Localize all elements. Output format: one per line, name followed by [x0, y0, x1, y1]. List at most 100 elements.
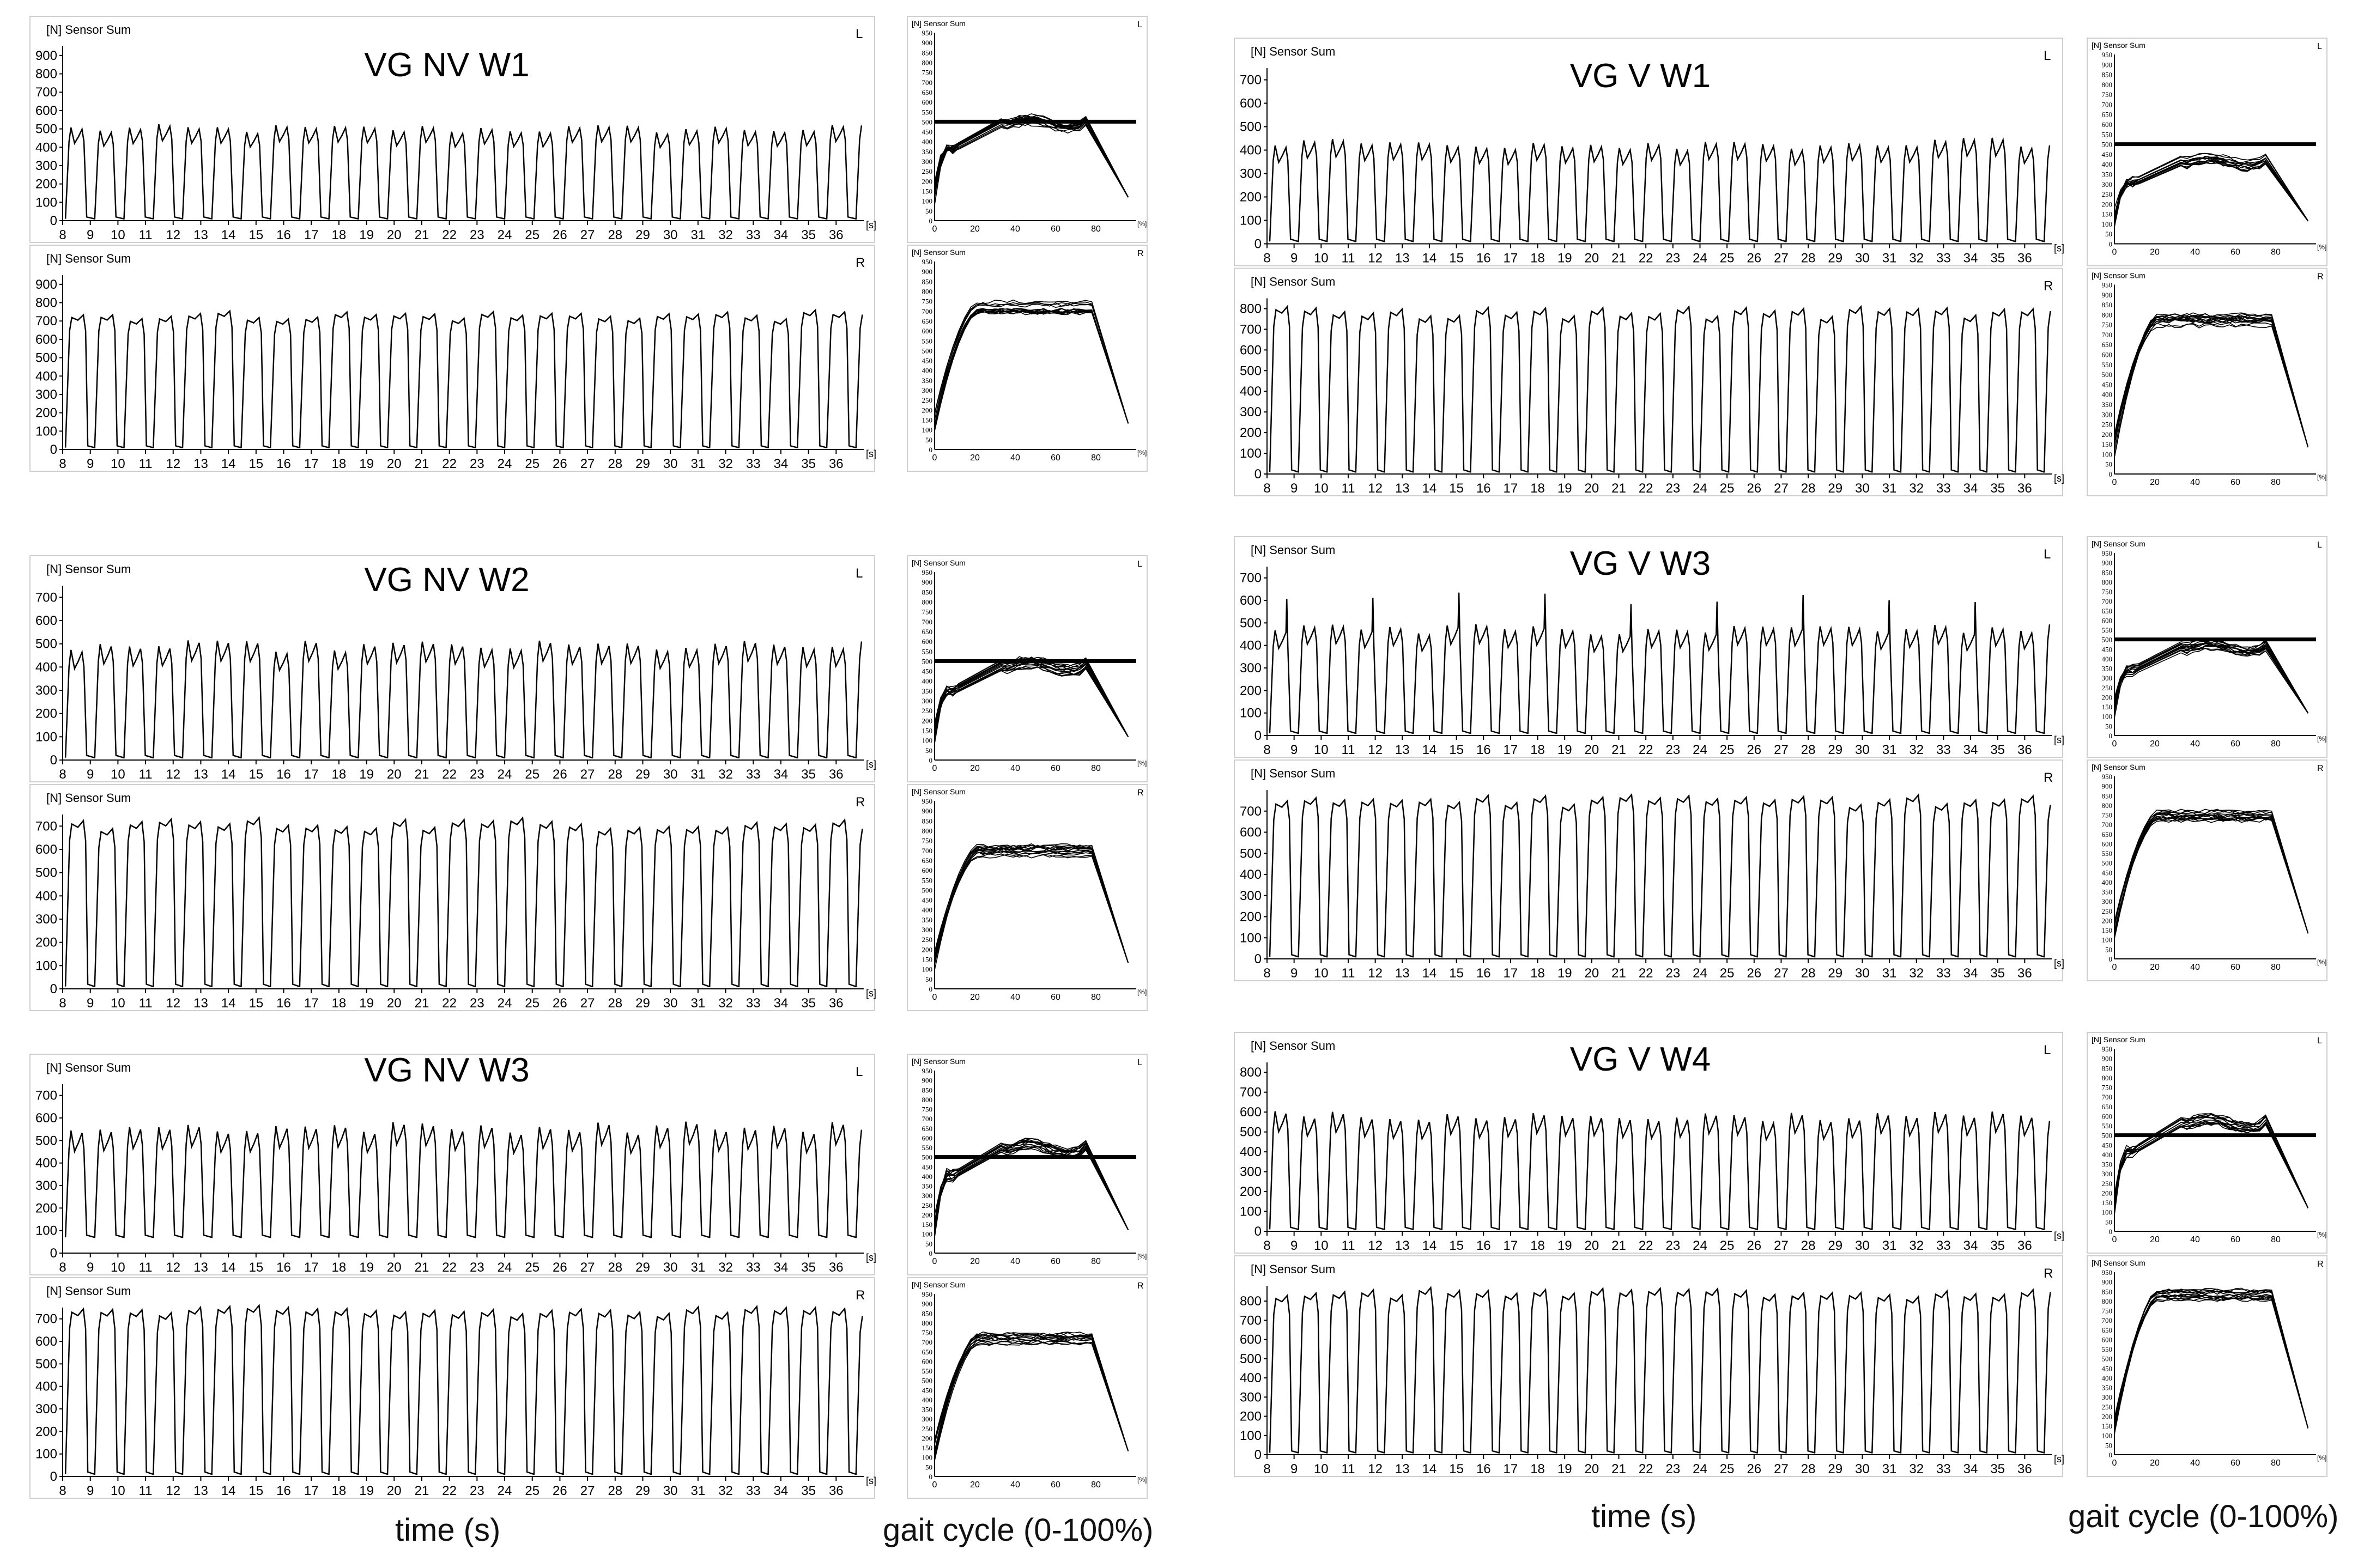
x-tick-label: 36	[2017, 1462, 2032, 1476]
gait-y-tick-label: 50	[2105, 1441, 2112, 1449]
gait-y-tick-label: 550	[2102, 849, 2113, 858]
time-plot-L: [N] Sensor Sum L 0 100 200 300 400 500 600 700 8 9 1…	[29, 1054, 876, 1275]
gait-plot-L: [N] Sensor Sum L0501001502002503003504004…	[2087, 536, 2327, 758]
x-tick-label: 36	[829, 1260, 844, 1275]
y-tick-label: 700	[35, 819, 57, 834]
y-tick-label: 300	[35, 1178, 57, 1193]
x-tick-label: 33	[746, 996, 761, 1011]
y-tick-label: 100	[35, 958, 57, 973]
gait-y-tick-label: 100	[2102, 1208, 2113, 1217]
x-tick-label: 13	[1395, 1238, 1410, 1253]
gait-y-tick-label: 250	[2102, 1180, 2113, 1188]
gait-y-tick-label: 600	[922, 866, 933, 874]
gait-y-tick-label: 450	[2102, 150, 2113, 159]
gait-y-tick-label: 550	[922, 876, 933, 884]
y-tick-label: 0	[50, 1246, 57, 1261]
x-tick-label: 35	[1990, 481, 2005, 496]
gait-y-tick-label: 800	[922, 1319, 933, 1327]
y-tick-label: 0	[50, 982, 57, 996]
panel-3: VG NV W3[N] Sensor Sum L01002003004005006…	[29, 1052, 1148, 1499]
gait-y-tick-label: 850	[2102, 568, 2113, 576]
gait-y-tick-label: 950	[2102, 773, 2113, 781]
gait-y-tick-label: 750	[2102, 1307, 2113, 1315]
gait-cycle-curve	[2114, 642, 2308, 714]
x-tick-label: 17	[1504, 1238, 1518, 1253]
gait-y-tick-label: 0	[2109, 732, 2113, 740]
gait-y-tick-label: 50	[2105, 460, 2112, 469]
x-tick-label: 32	[718, 1484, 733, 1498]
x-tick-label: 35	[801, 1260, 816, 1275]
x-tick-label: 16	[1476, 1238, 1491, 1253]
gait-y-tick-label: 950	[922, 568, 933, 576]
y-tick-label: 500	[35, 1357, 57, 1371]
gait-cycle-curve	[2114, 1289, 2308, 1429]
x-tick-label: 25	[1720, 251, 1735, 266]
x-tick-label: 10	[111, 228, 125, 242]
x-tick-label: 21	[415, 1260, 429, 1275]
x-tick-label: 30	[663, 457, 678, 471]
gait-y-tick-label: 150	[922, 1220, 933, 1229]
x-tick-label: 14	[221, 996, 236, 1011]
x-tick-label: 30	[1855, 966, 1870, 981]
y-tick-label: 300	[1240, 405, 1262, 420]
gait-y-tick-label: 250	[2102, 684, 2113, 692]
y-tick-label: 700	[1240, 73, 1262, 88]
x-tick-label: 12	[166, 457, 180, 471]
x-tick-label: 23	[470, 228, 484, 242]
gait-cycle-curve	[934, 1139, 1129, 1235]
gait-y-tick-label: 900	[2102, 60, 2113, 69]
x-tick-label: 30	[663, 1260, 678, 1275]
x-tick-label: 9	[87, 228, 94, 242]
gait-y-tick-label: 250	[922, 167, 933, 175]
gait-cycle-curve	[934, 1145, 1129, 1238]
y-tick-label: 300	[1240, 1165, 1262, 1180]
gait-y-tick-label: 950	[922, 258, 933, 266]
gait-y-tick-label: 600	[922, 98, 933, 106]
sensor-sum-label: [N] Sensor Sum	[1251, 275, 1335, 289]
x-tick-label: 12	[1368, 1238, 1383, 1253]
x-tick-label: 28	[608, 1484, 622, 1498]
x-tick-label: 19	[1557, 481, 1572, 496]
x-tick-label: 24	[498, 228, 512, 242]
gait-y-tick-label: 500	[2102, 370, 2113, 379]
gait-y-tick-label: 750	[922, 69, 933, 77]
x-tick-label: 15	[248, 1260, 263, 1275]
gait-x-tick-label: 60	[2230, 1235, 2240, 1244]
y-tick-label: 400	[1240, 143, 1262, 158]
x-tick-label: 28	[608, 996, 622, 1011]
y-tick-label: 600	[1240, 343, 1262, 357]
x-tick-label: 23	[470, 457, 484, 471]
gait-x-tick-label: 20	[2150, 1458, 2160, 1468]
gait-y-tick-label: 400	[922, 1172, 933, 1181]
x-tick-label: 34	[774, 1484, 789, 1498]
x-tick-label: 26	[1747, 1238, 1761, 1253]
gait-y-tick-label: 850	[2102, 792, 2113, 800]
gait-cycle-curve	[934, 116, 1129, 198]
y-tick-label: 0	[1254, 1224, 1262, 1239]
x-tick-label: 21	[1611, 481, 1626, 496]
x-tick-label: 34	[1963, 1238, 1978, 1253]
gait-y-tick-label: 200	[922, 716, 933, 725]
gait-cycle-curve	[2114, 645, 2308, 714]
x-tick-label: 23	[1665, 966, 1680, 981]
gait-y-tick-label: 400	[922, 138, 933, 146]
x-tick-label: 23	[470, 996, 484, 1011]
gait-y-tick-label: 700	[2102, 100, 2113, 108]
gait-cycle-curve	[2114, 160, 2308, 222]
gait-cycle-curve	[934, 666, 1129, 738]
force-series	[64, 1121, 863, 1238]
x-tick-label: 23	[1665, 1462, 1680, 1476]
gait-x-tick-label: 80	[2271, 1235, 2281, 1244]
x-tick-label: 36	[829, 457, 844, 471]
gait-plot-R: [N] Sensor Sum R0501001502002503003504004…	[907, 1277, 1148, 1499]
x-tick-label: 33	[746, 1260, 761, 1275]
x-tick-label: 23	[470, 767, 484, 782]
gait-x-tick-label: 0	[2112, 739, 2117, 749]
gait-y-tick-label: 750	[922, 1105, 933, 1114]
gait-plot-L: [N] Sensor Sum L0501001502002503003504004…	[2087, 38, 2327, 266]
gait-y-tick-label: 0	[929, 756, 933, 764]
side-label: R	[856, 1288, 865, 1303]
x-tick-label: 10	[111, 1260, 125, 1275]
x-tick-label: 17	[1504, 251, 1518, 266]
gait-cycle-curve	[2114, 312, 2308, 447]
